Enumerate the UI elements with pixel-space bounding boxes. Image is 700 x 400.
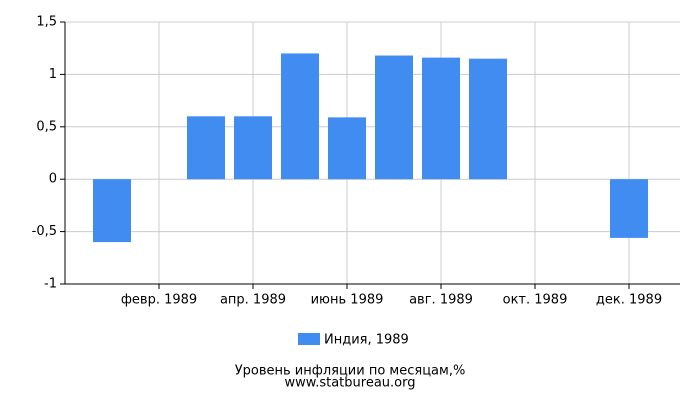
x-tick-label: февр. 1989 [121, 293, 197, 308]
y-tick-label: 0 [49, 172, 57, 187]
y-tick-label: 1,5 [36, 15, 57, 30]
bar [610, 179, 648, 238]
bar [469, 58, 507, 180]
bar [93, 179, 131, 243]
legend-label: Индия, 1989 [324, 333, 409, 348]
bar [375, 55, 413, 180]
y-tick-label: -0,5 [32, 224, 57, 239]
x-tick-label: авг. 1989 [409, 293, 473, 308]
x-tick-label: окт. 1989 [503, 293, 568, 308]
x-tick-label: апр. 1989 [220, 293, 286, 308]
chart-title: Уровень инфляции по месяцам,% [235, 364, 466, 379]
y-tick-label: 0,5 [36, 119, 57, 134]
bar [281, 53, 319, 180]
x-tick-label: дек. 1989 [596, 293, 662, 308]
bar [187, 116, 225, 180]
chart-subtitle: www.statbureau.org [285, 376, 416, 391]
bar [422, 57, 460, 180]
legend-swatch [298, 333, 320, 345]
bar [328, 117, 366, 180]
y-tick-label: 1 [49, 67, 57, 82]
x-tick-label: июнь 1989 [311, 293, 384, 308]
y-tick-label: -1 [44, 277, 57, 292]
bar [234, 116, 272, 180]
